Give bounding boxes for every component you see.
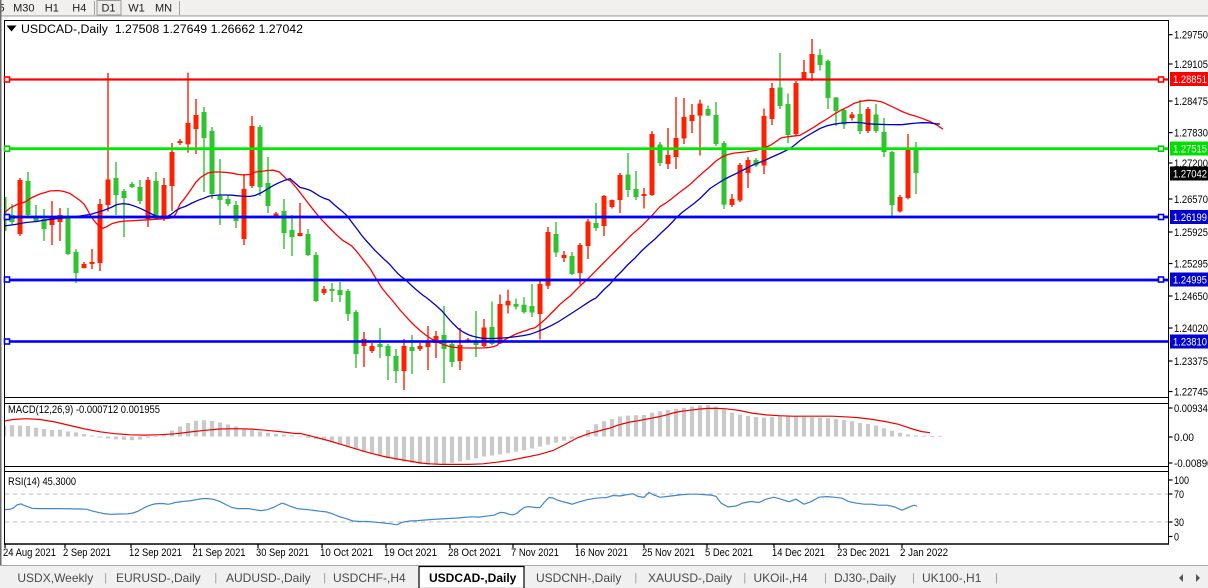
svg-text:10 Oct 2021: 10 Oct 2021 bbox=[320, 547, 373, 559]
svg-text:MACD(12,26,9) -0.000712 0.0019: MACD(12,26,9) -0.000712 0.001955 bbox=[8, 404, 160, 416]
svg-text:1.26570: 1.26570 bbox=[1174, 194, 1208, 206]
svg-text:5: 5 bbox=[0, 3, 5, 15]
svg-text:1.25295: 1.25295 bbox=[1174, 259, 1208, 271]
svg-text:5 Dec 2021: 5 Dec 2021 bbox=[705, 547, 753, 559]
svg-text:100: 100 bbox=[1174, 475, 1189, 487]
svg-text:1.27515: 1.27515 bbox=[1173, 144, 1207, 156]
svg-text:30: 30 bbox=[1174, 517, 1184, 529]
svg-text:USDCHF-,H4: USDCHF-,H4 bbox=[333, 571, 406, 585]
svg-text:|: | bbox=[104, 572, 107, 584]
svg-text:70: 70 bbox=[1174, 489, 1184, 501]
svg-text:2 Sep 2021: 2 Sep 2021 bbox=[63, 547, 111, 559]
svg-text:21 Sep 2021: 21 Sep 2021 bbox=[193, 547, 246, 559]
svg-text:1.26199: 1.26199 bbox=[1173, 212, 1207, 224]
svg-text:USDCNH-,Daily: USDCNH-,Daily bbox=[536, 571, 621, 585]
svg-text:1.24020: 1.24020 bbox=[1174, 323, 1208, 335]
svg-text:RSI(14) 45.3000: RSI(14) 45.3000 bbox=[8, 476, 76, 488]
svg-text:M30: M30 bbox=[13, 3, 34, 15]
svg-text:AUDUSD-,Daily: AUDUSD-,Daily bbox=[226, 571, 311, 585]
svg-text:|: | bbox=[323, 572, 326, 584]
svg-text:23 Dec 2021: 23 Dec 2021 bbox=[837, 547, 890, 559]
svg-text:1.22745: 1.22745 bbox=[1174, 387, 1208, 399]
svg-text:W1: W1 bbox=[128, 3, 145, 15]
svg-text:14 Dec 2021: 14 Dec 2021 bbox=[772, 547, 825, 559]
svg-text:24 Aug 2021: 24 Aug 2021 bbox=[3, 547, 56, 559]
svg-text:1.28851: 1.28851 bbox=[1173, 74, 1207, 86]
svg-text:H4: H4 bbox=[72, 3, 86, 15]
svg-text:USDCAD-,Daily: USDCAD-,Daily bbox=[429, 571, 517, 585]
svg-text:UK100-,H1: UK100-,H1 bbox=[922, 571, 982, 585]
svg-text:1.29105: 1.29105 bbox=[1174, 59, 1208, 71]
svg-text:28 Oct 2021: 28 Oct 2021 bbox=[448, 547, 501, 559]
svg-text:|: | bbox=[912, 572, 915, 584]
svg-text:-0.008902: -0.008902 bbox=[1174, 458, 1208, 470]
svg-text:2 Jan 2022: 2 Jan 2022 bbox=[900, 547, 948, 559]
svg-text:16 Nov 2021: 16 Nov 2021 bbox=[575, 547, 628, 559]
svg-text:0.009345: 0.009345 bbox=[1174, 403, 1208, 415]
svg-text:EURUSD-,Daily: EURUSD-,Daily bbox=[116, 571, 201, 585]
svg-text:H1: H1 bbox=[45, 3, 59, 15]
svg-text:7 Nov 2021: 7 Nov 2021 bbox=[511, 547, 559, 559]
svg-text:USDX,Weekly: USDX,Weekly bbox=[17, 571, 93, 585]
svg-text:DJ30-,Daily: DJ30-,Daily bbox=[834, 571, 896, 585]
svg-text:D1: D1 bbox=[101, 3, 115, 15]
svg-text:1.25925: 1.25925 bbox=[1174, 227, 1208, 239]
svg-text:|: | bbox=[634, 572, 637, 584]
svg-text:|: | bbox=[214, 572, 217, 584]
svg-text:1.29750: 1.29750 bbox=[1174, 30, 1208, 42]
svg-text:19 Oct 2021: 19 Oct 2021 bbox=[384, 547, 437, 559]
svg-text:1.27830: 1.27830 bbox=[1174, 128, 1208, 140]
svg-text:1.27042: 1.27042 bbox=[1173, 169, 1207, 181]
svg-text:1.24650: 1.24650 bbox=[1174, 291, 1208, 303]
svg-text:USDCAD-,Daily 1.27508 1.27649: USDCAD-,Daily 1.27508 1.27649 1.26662 1.… bbox=[21, 24, 303, 36]
svg-text:1.23375: 1.23375 bbox=[1174, 356, 1208, 368]
svg-text:0.00: 0.00 bbox=[1174, 432, 1194, 444]
svg-text:1.24995: 1.24995 bbox=[1173, 275, 1207, 287]
svg-text:XAUUSD-,Daily: XAUUSD-,Daily bbox=[648, 571, 732, 585]
svg-text:30 Sep 2021: 30 Sep 2021 bbox=[256, 547, 309, 559]
svg-text:0: 0 bbox=[1174, 532, 1179, 544]
svg-text:1.28475: 1.28475 bbox=[1174, 96, 1208, 108]
svg-text:25 Nov 2021: 25 Nov 2021 bbox=[642, 547, 695, 559]
svg-text:UKOil-,H4: UKOil-,H4 bbox=[754, 571, 808, 585]
svg-text:|: | bbox=[824, 572, 827, 584]
svg-text:|: | bbox=[743, 572, 746, 584]
svg-text:12 Sep 2021: 12 Sep 2021 bbox=[129, 547, 182, 559]
svg-text:1.23810: 1.23810 bbox=[1173, 337, 1207, 349]
svg-text:|: | bbox=[995, 572, 998, 584]
svg-text:MN: MN bbox=[155, 3, 172, 15]
